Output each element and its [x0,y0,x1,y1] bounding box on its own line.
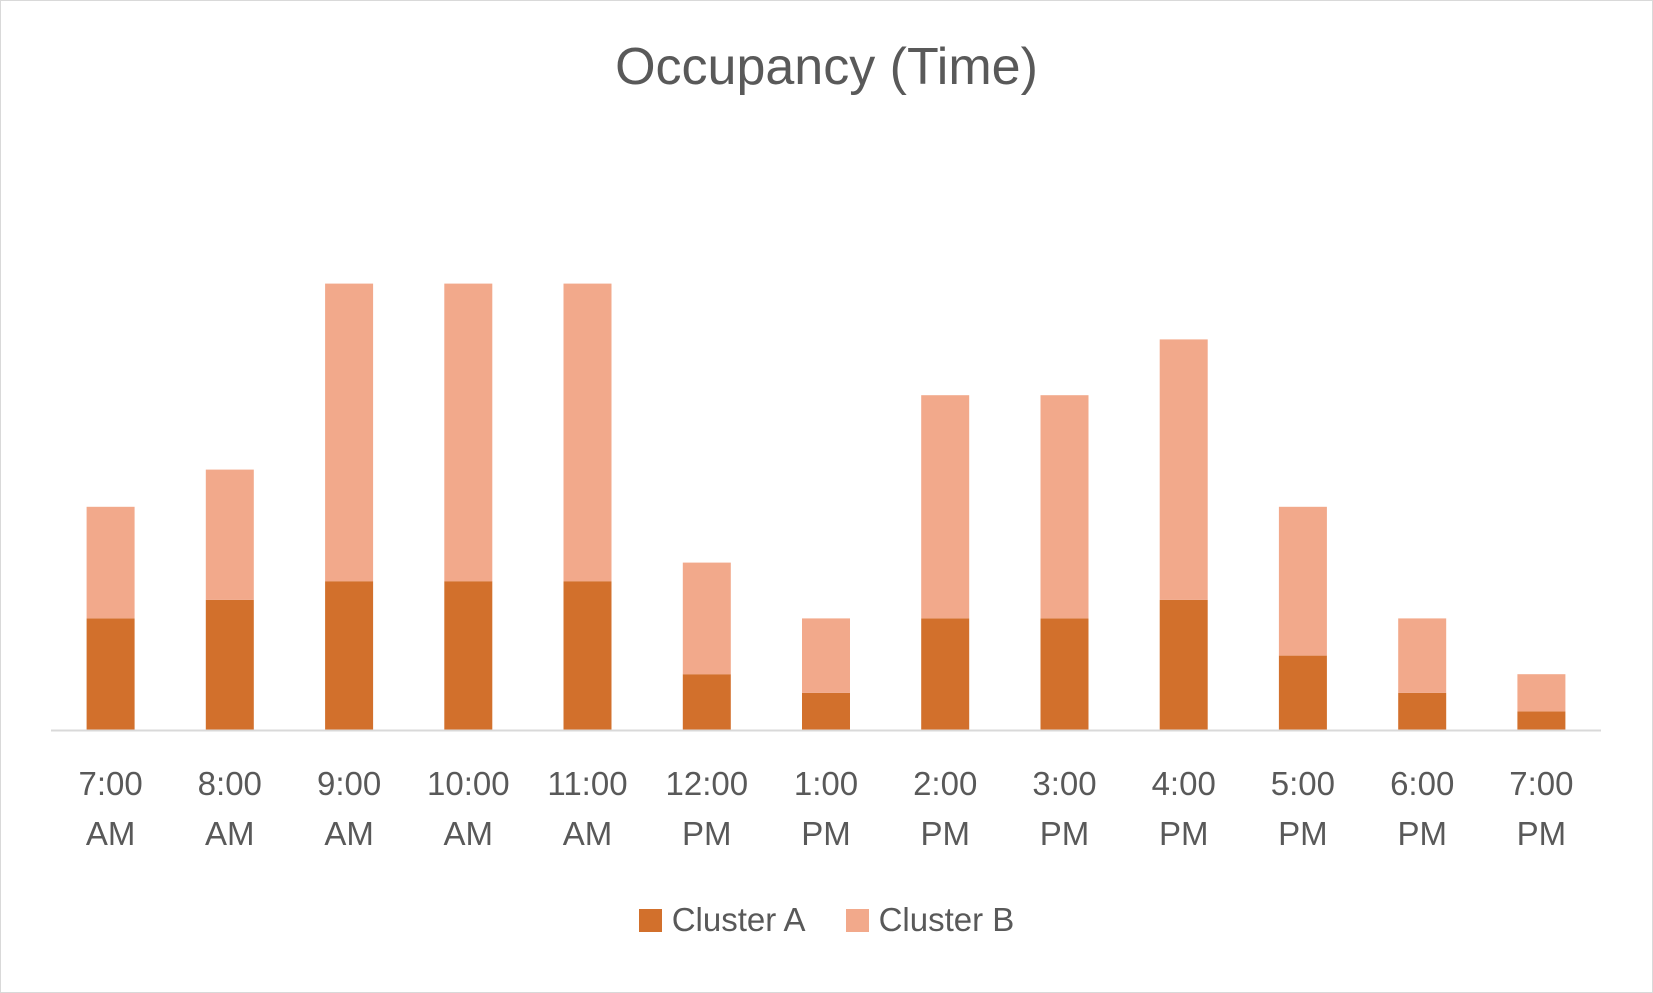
bar-cluster-b-7-00-am [86,506,135,619]
legend-item-cluster-a: Cluster A [638,901,806,939]
x-tick-label-7-00-am-line-1: 7:00 [78,765,142,802]
bar-cluster-a-8-00-am [205,599,254,730]
x-tick-label-1-00-pm-line-2: PM [801,815,851,852]
x-tick-label-9-00-am-line-2: AM [324,815,374,852]
x-tick-label-2-00-pm-line-1: 2:00 [913,765,977,802]
x-tick-label-11-00-am-line-1: 11:00 [547,765,627,802]
x-tick-label-12-00-pm-line-2: PM [682,815,732,852]
x-tick-label-2-00-pm-line-2: PM [920,815,970,852]
x-tick-label-8-00-am-line-2: AM [205,815,255,852]
x-tick-label-7-00-am-line-2: AM [86,815,136,852]
bar-cluster-a-3-00-pm [1040,618,1089,730]
x-tick-label-9-00-am-line-1: 9:00 [317,765,381,802]
bar-cluster-a-6-00-pm [1398,692,1447,730]
bar-cluster-b-3-00-pm [1040,395,1089,619]
bar-cluster-b-5-00-pm [1278,506,1327,656]
bar-cluster-a-9-00-am [325,581,374,730]
x-tick-label-6-00-pm-line-2: PM [1397,815,1447,852]
x-tick-label-3-00-pm-line-2: PM [1040,815,1090,852]
bar-cluster-a-2-00-pm [921,618,970,730]
x-tick-label-5-00-pm-line-2: PM [1278,815,1328,852]
bar-cluster-b-1-00-pm [802,618,850,693]
bar-cluster-a-1-00-pm [802,692,850,730]
x-tick-label-4-00-pm-line-2: PM [1159,815,1209,852]
x-tick-label-7-00-pm-line-2: PM [1517,815,1567,852]
x-tick-label-8-00-am-line-1: 8:00 [198,765,262,802]
legend-swatch-cluster-b [845,908,869,932]
bar-cluster-b-11-00-am [563,283,612,582]
bar-cluster-b-12-00-pm [682,562,731,675]
bar-cluster-a-10-00-am [444,581,493,730]
legend-item-cluster-b: Cluster B [845,901,1015,939]
legend: Cluster A Cluster B [1,901,1652,939]
bar-cluster-b-8-00-am [205,469,254,600]
bar-cluster-a-12-00-pm [682,674,731,730]
x-tick-label-10-00-am-line-2: AM [444,815,494,852]
x-tick-label-4-00-pm-line-1: 4:00 [1152,765,1216,802]
legend-label-cluster-b: Cluster B [878,901,1015,938]
bar-cluster-b-2-00-pm [921,395,970,619]
x-tick-label-5-00-pm-line-1: 5:00 [1271,765,1335,802]
bar-cluster-b-9-00-am [325,283,374,582]
chart-title: Occupancy (Time) [615,38,1038,96]
x-tick-label-1-00-pm-line-1: 1:00 [794,765,858,802]
x-tick-label-11-00-am-line-2: AM [563,815,613,852]
bar-cluster-a-5-00-pm [1278,655,1327,730]
legend-label-cluster-a: Cluster A [671,901,806,938]
x-tick-label-7-00-pm-line-1: 7:00 [1509,765,1573,802]
bar-cluster-b-4-00-pm [1159,339,1208,600]
bar-cluster-a-11-00-am [563,581,612,730]
legend-swatch-cluster-a [638,908,662,932]
bar-cluster-a-7-00-am [86,618,135,730]
bar-cluster-b-7-00-pm [1517,674,1566,712]
x-tick-label-3-00-pm-line-1: 3:00 [1032,765,1096,802]
bar-cluster-b-6-00-pm [1398,618,1447,693]
bar-cluster-a-7-00-pm [1517,711,1566,730]
x-tick-label-12-00-pm-line-1: 12:00 [666,765,749,802]
bar-cluster-a-4-00-pm [1159,599,1208,730]
x-tick-label-6-00-pm-line-1: 6:00 [1390,765,1454,802]
x-tick-label-10-00-am-line-1: 10:00 [427,765,510,802]
bar-cluster-b-10-00-am [444,283,493,582]
